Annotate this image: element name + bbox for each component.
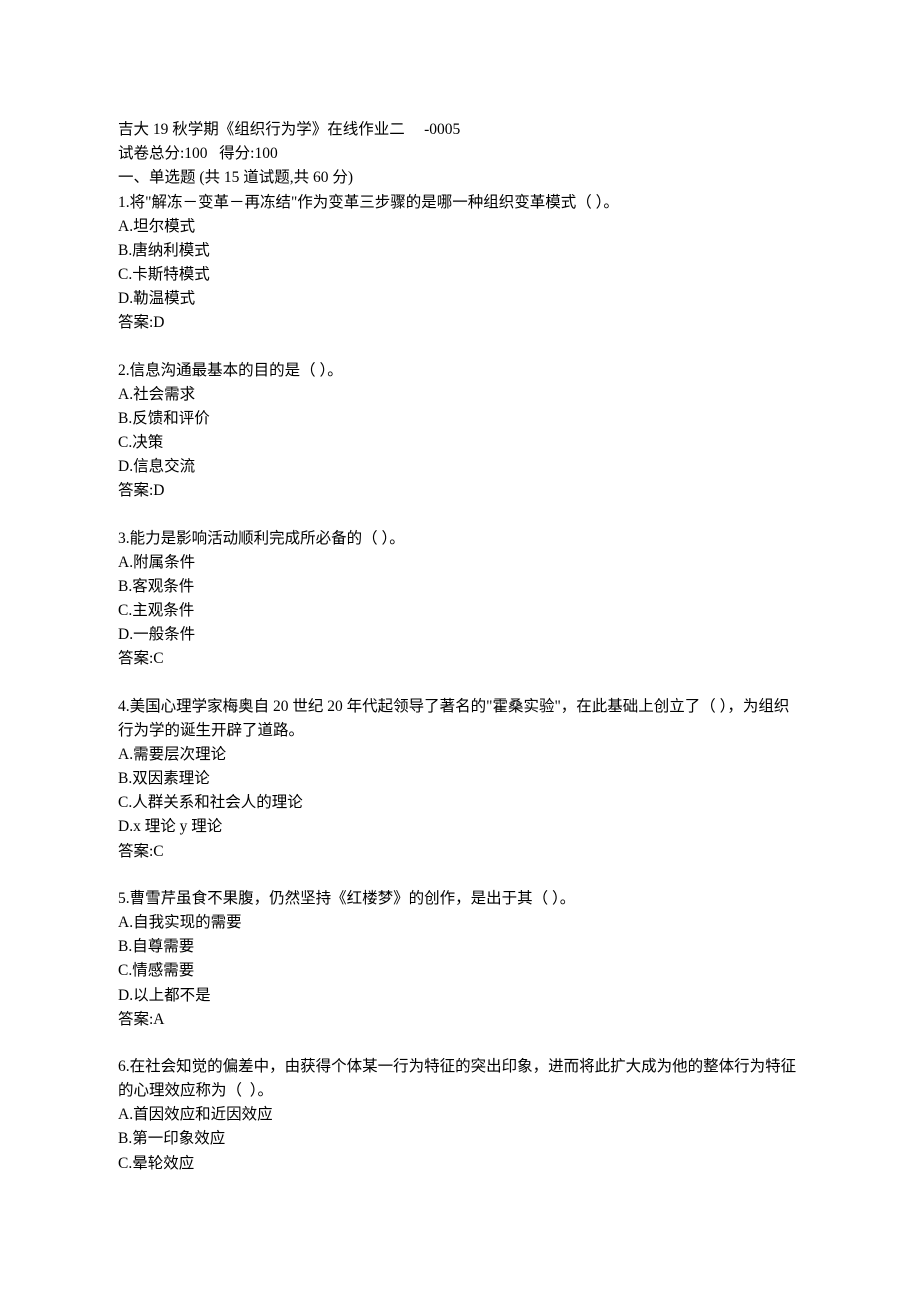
exam-title: 吉大 19 秋学期《组织行为学》在线作业二 -0005 (118, 118, 802, 142)
option: B.双因素理论 (118, 767, 802, 791)
question-block: 2.信息沟通最基本的目的是（ ）。 A.社会需求 B.反馈和评价 C.决策 D.… (118, 359, 802, 504)
option: B.唐纳利模式 (118, 239, 802, 263)
document-page: 吉大 19 秋学期《组织行为学》在线作业二 -0005 试卷总分:100 得分:… (0, 0, 920, 1226)
option: C.人群关系和社会人的理论 (118, 791, 802, 815)
answer-line: 答案:C (118, 647, 802, 671)
question-stem: 5.曹雪芹虽食不果腹，仍然坚持《红楼梦》的创作，是出于其（ ）。 (118, 887, 802, 911)
option: C.晕轮效应 (118, 1152, 802, 1176)
question-stem: 6.在社会知觉的偏差中，由获得个体某一行为特征的突出印象，进而将此扩大成为他的整… (118, 1055, 802, 1103)
option: D.信息交流 (118, 455, 802, 479)
option: A.附属条件 (118, 551, 802, 575)
question-block: 3.能力是影响活动顺利完成所必备的（ ）。 A.附属条件 B.客观条件 C.主观… (118, 527, 802, 672)
option: B.反馈和评价 (118, 407, 802, 431)
question-block: 6.在社会知觉的偏差中，由获得个体某一行为特征的突出印象，进而将此扩大成为他的整… (118, 1055, 802, 1176)
question-stem: 2.信息沟通最基本的目的是（ ）。 (118, 359, 802, 383)
option: A.需要层次理论 (118, 743, 802, 767)
section-heading: 一、单选题 (共 15 道试题,共 60 分) (118, 166, 802, 190)
option: D.以上都不是 (118, 984, 802, 1008)
option: A.首因效应和近因效应 (118, 1103, 802, 1127)
question-stem: 1.将"解冻－变革－再冻结"作为变革三步骤的是哪一种组织变革模式（ ）。 (118, 191, 802, 215)
answer-line: 答案:D (118, 311, 802, 335)
option: C.卡斯特模式 (118, 263, 802, 287)
answer-line: 答案:D (118, 479, 802, 503)
option: C.情感需要 (118, 959, 802, 983)
option: A.自我实现的需要 (118, 911, 802, 935)
option: C.主观条件 (118, 599, 802, 623)
option: A.社会需求 (118, 383, 802, 407)
option: A.坦尔模式 (118, 215, 802, 239)
option: D.x 理论 y 理论 (118, 815, 802, 839)
question-stem: 3.能力是影响活动顺利完成所必备的（ ）。 (118, 527, 802, 551)
answer-line: 答案:A (118, 1008, 802, 1032)
option: D.勒温模式 (118, 287, 802, 311)
answer-line: 答案:C (118, 840, 802, 864)
option: B.自尊需要 (118, 935, 802, 959)
score-line: 试卷总分:100 得分:100 (118, 142, 802, 166)
option: B.客观条件 (118, 575, 802, 599)
question-block: 4.美国心理学家梅奥自 20 世纪 20 年代起领导了著名的"霍桑实验"，在此基… (118, 695, 802, 864)
option: D.一般条件 (118, 623, 802, 647)
option: C.决策 (118, 431, 802, 455)
header-block: 吉大 19 秋学期《组织行为学》在线作业二 -0005 试卷总分:100 得分:… (118, 118, 802, 336)
question-block: 5.曹雪芹虽食不果腹，仍然坚持《红楼梦》的创作，是出于其（ ）。 A.自我实现的… (118, 887, 802, 1032)
question-stem: 4.美国心理学家梅奥自 20 世纪 20 年代起领导了著名的"霍桑实验"，在此基… (118, 695, 802, 743)
option: B.第一印象效应 (118, 1127, 802, 1151)
